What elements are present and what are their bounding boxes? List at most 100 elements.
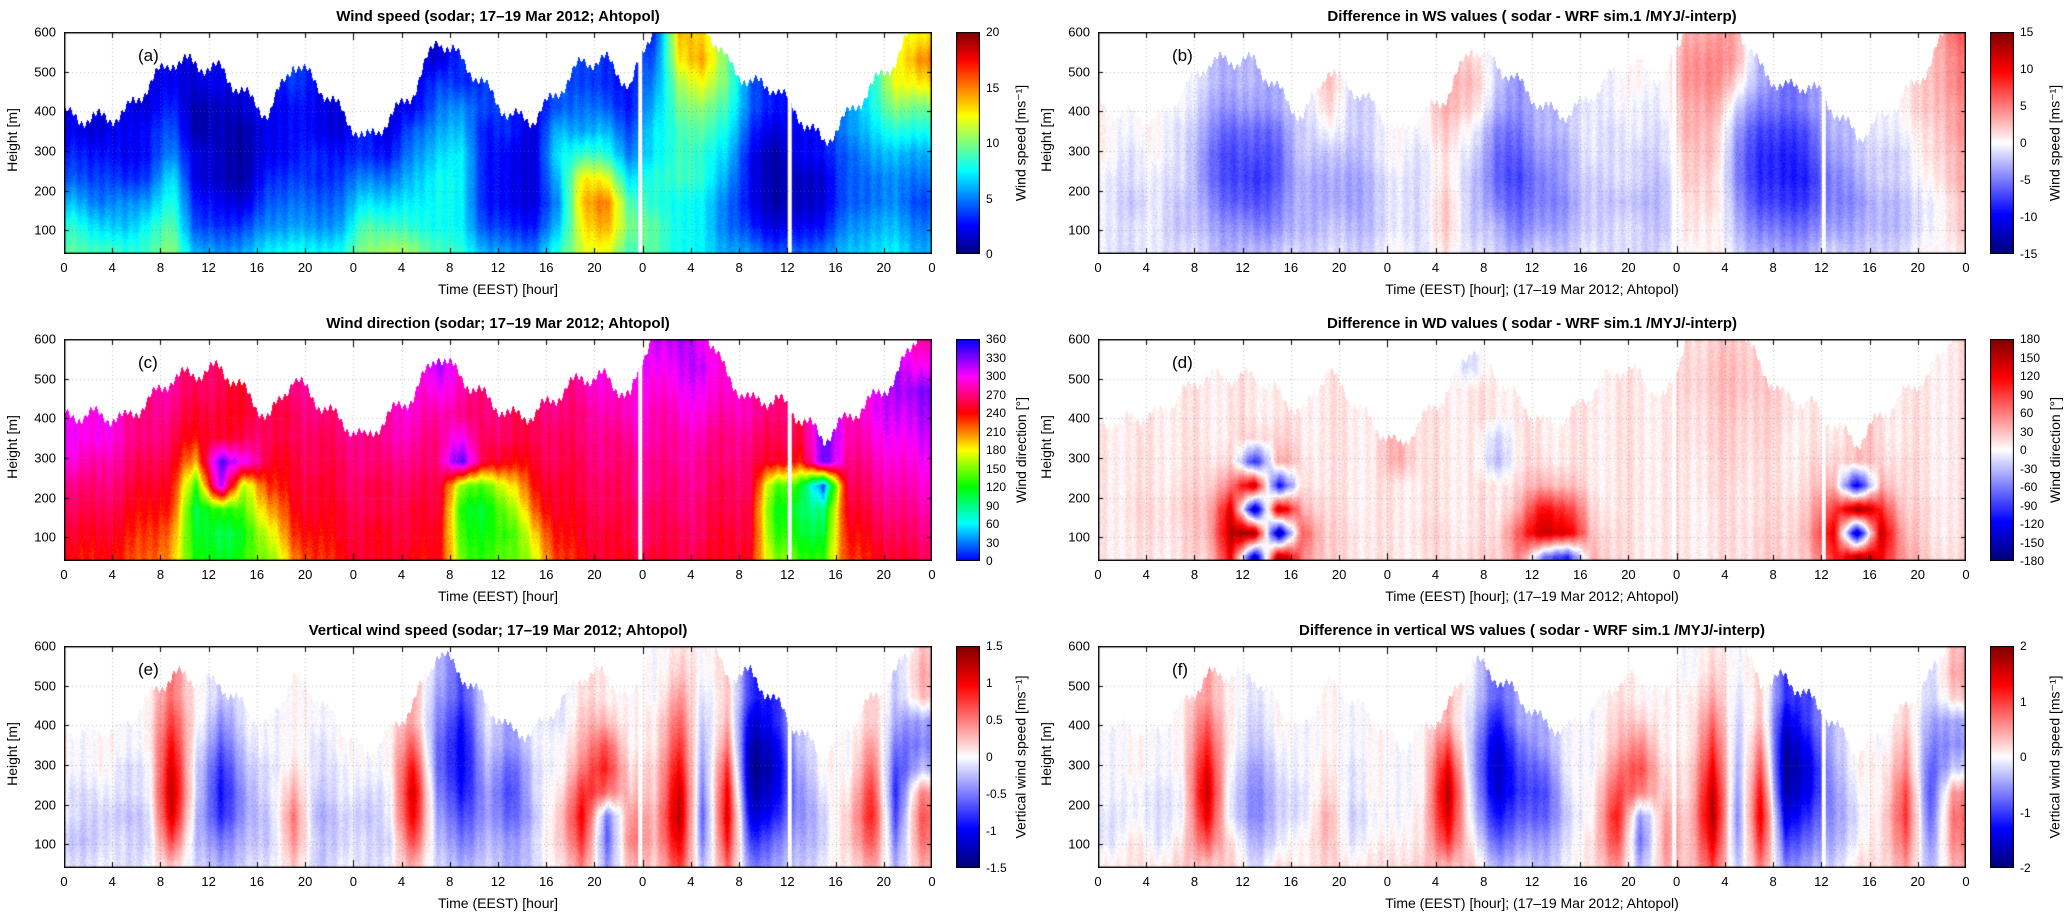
colorbar-tick-label: 0: [986, 750, 993, 764]
x-tick-label: 12: [1235, 567, 1250, 582]
x-tick-label: 8: [156, 874, 165, 889]
colorbar-tick-label: 30: [2020, 424, 2034, 439]
x-tick-label: 8: [735, 874, 743, 889]
colorbar-canvas: [1990, 646, 2014, 868]
colorbar-tick-label: 180: [986, 443, 1007, 457]
x-tick-label: 0: [1962, 260, 1970, 275]
colorbar-tick-label: 180: [2020, 332, 2041, 346]
x-tick-label: 16: [828, 260, 843, 275]
colorbar-tick-label: -1.5: [986, 861, 1007, 875]
colorbar-tick-label: 270: [986, 387, 1007, 402]
x-tick-label: 16: [538, 260, 554, 275]
x-tick-label: 12: [1814, 874, 1829, 889]
colorbar-tick-label: -90: [2020, 498, 2038, 513]
x-tick-label: 8: [156, 567, 165, 582]
colorbar-tick-label: 240: [986, 406, 1007, 420]
colorbar-label: Wind speed [ms⁻¹]: [2046, 84, 2063, 202]
x-tick-label: 0: [1094, 874, 1102, 889]
x-tick-label: 0: [639, 567, 647, 582]
colorbar-tick-label: 0: [986, 247, 993, 261]
heatmap-canvas: [64, 32, 932, 254]
colorbar-canvas: [956, 646, 980, 868]
x-tick-label: 4: [1142, 874, 1150, 889]
colorbar-tick-label: -10: [2020, 210, 2038, 224]
x-tick-label: 8: [1480, 874, 1488, 889]
panel-letter: (e): [138, 660, 159, 679]
colorbar-tick-label: 30: [986, 535, 1000, 550]
y-tick-label: 600: [34, 24, 56, 40]
colorbar-tick-label: 90: [2020, 387, 2034, 402]
x-tick-label: 8: [1190, 567, 1199, 582]
x-tick-label: 0: [1673, 567, 1681, 582]
x-tick-label: 16: [1572, 567, 1588, 582]
x-tick-label: 0: [1383, 567, 1391, 582]
x-tick-label: 4: [108, 874, 116, 889]
x-tick-label: 0: [60, 567, 68, 582]
x-tick-label: 4: [1142, 260, 1150, 275]
x-tick-label: 20: [1910, 874, 1925, 889]
x-tick-label: 16: [828, 567, 843, 582]
colorbar-tick-label: 120: [986, 480, 1007, 494]
panel-letter: (b): [1172, 46, 1193, 65]
heatmap-canvas: [1098, 32, 1966, 254]
colorbar-tick-label: 0: [986, 554, 993, 568]
x-tick-label: 12: [490, 874, 506, 889]
panel-c-wind-direction: Wind direction (sodar; 17–19 Mar 2012; A…: [0, 309, 1033, 616]
x-tick-label: 0: [1962, 874, 1970, 889]
colorbar-tick-label: 360: [986, 332, 1007, 346]
colorbar-tick-label: -5: [2020, 173, 2031, 187]
x-tick-label: 16: [828, 874, 843, 889]
colorbar-tick-label: 1.5: [986, 639, 1003, 653]
x-tick-label: 8: [735, 567, 743, 582]
colorbar-tick-label: 10: [986, 136, 1000, 150]
colorbar-tick-label: 10: [2020, 62, 2034, 76]
x-tick-label: 0: [349, 260, 357, 275]
x-tick-label: 12: [780, 567, 795, 582]
x-tick-label: 20: [876, 874, 891, 889]
x-tick-label: 0: [1673, 874, 1681, 889]
x-tick-label: 0: [928, 567, 936, 582]
y-axis-label: Height [m]: [1038, 722, 1054, 786]
x-tick-label: 20: [297, 874, 313, 889]
y-axis-label: Height [m]: [4, 415, 20, 479]
panel-b-ws-difference: Difference in WS values ( sodar - WRF si…: [1034, 2, 2067, 309]
y-axis-label: Height [m]: [1038, 108, 1054, 172]
colorbar-tick-label: 5: [986, 191, 993, 206]
colorbar-label: Wind speed [ms⁻¹]: [1012, 84, 1029, 202]
colorbar-tick-label: 0.5: [986, 713, 1003, 727]
x-tick-label: 8: [1769, 567, 1777, 582]
x-tick-label: 4: [1431, 567, 1440, 582]
colorbar-label: Vertical wind speed [ms⁻¹]: [2046, 675, 2063, 839]
x-tick-label: 12: [1524, 567, 1540, 582]
panel-letter: (f): [1172, 660, 1189, 679]
x-tick-label: 20: [1621, 567, 1636, 582]
colorbar-tick-label: 300: [986, 369, 1007, 383]
x-tick-label: 4: [1431, 874, 1440, 889]
x-axis-label: Time (EEST) [hour]; (17–19 Mar 2012; Aht…: [1385, 895, 1679, 911]
x-tick-label: 8: [156, 260, 165, 275]
x-tick-label: 8: [446, 874, 454, 889]
x-tick-label: 20: [1331, 874, 1347, 889]
x-tick-label: 0: [60, 874, 68, 889]
x-tick-label: 4: [1142, 567, 1150, 582]
x-tick-label: 8: [1769, 874, 1777, 889]
x-axis-label: Time (EEST) [hour]; (17–19 Mar 2012; Aht…: [1385, 281, 1679, 297]
colorbar-tick-label: 120: [2020, 369, 2041, 383]
x-tick-label: 12: [780, 260, 795, 275]
x-tick-label: 20: [1621, 874, 1636, 889]
panel-d-wd-difference: Difference in WD values ( sodar - WRF si…: [1034, 309, 2067, 616]
y-tick-label: 600: [34, 331, 56, 347]
x-tick-label: 12: [490, 567, 506, 582]
x-tick-label: 4: [1721, 874, 1729, 889]
x-tick-label: 20: [1910, 567, 1925, 582]
colorbar-tick-label: 0: [2020, 750, 2027, 764]
colorbar-tick-label: 150: [986, 461, 1007, 476]
colorbar-canvas: [1990, 339, 2014, 561]
colorbar-tick-label: 0: [2020, 443, 2027, 457]
x-tick-label: 20: [587, 260, 602, 275]
x-tick-label: 0: [1962, 567, 1970, 582]
x-axis-label: Time (EEST) [hour]: [437, 281, 559, 297]
y-tick-label: 600: [1068, 638, 1090, 654]
x-tick-label: 16: [1572, 260, 1588, 275]
